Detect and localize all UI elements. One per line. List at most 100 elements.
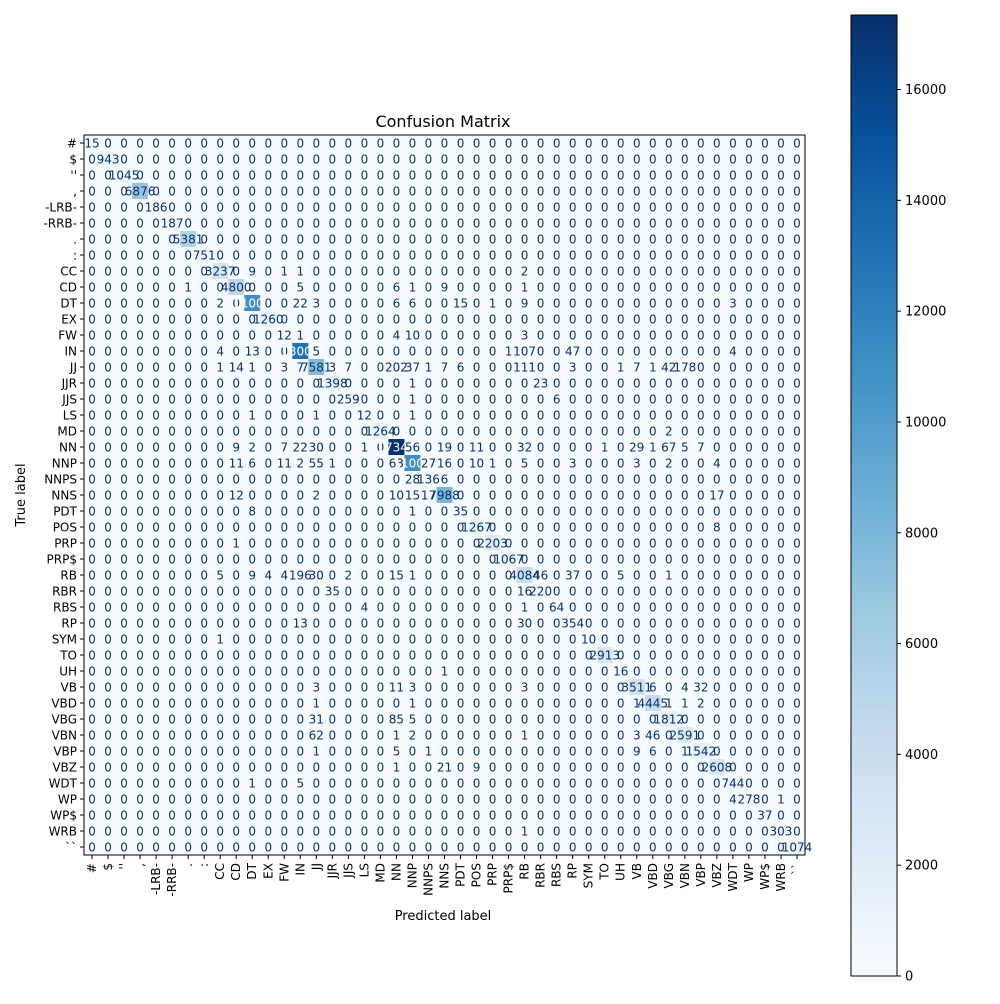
cell-value-label: 0 [505, 809, 513, 823]
cell-value-label: 0 [329, 345, 337, 359]
cell-value-label: 0 [361, 473, 369, 487]
cell-value-label: 0 [777, 185, 785, 199]
heatmap-cell [260, 311, 277, 328]
x-tick-label: `` [790, 863, 804, 875]
heatmap-cell [372, 183, 389, 200]
cell-value-label: 0 [441, 233, 449, 247]
cell-value-label: 0 [745, 681, 753, 695]
cell-value-label: 0 [585, 361, 593, 375]
cell-value-label: 0 [617, 153, 625, 167]
cell-value-label: 0 [296, 681, 304, 695]
heatmap-cell [500, 263, 517, 280]
y-tick-label: FW [58, 329, 77, 343]
cell-value-label: 0 [681, 185, 689, 199]
heatmap-cell [788, 295, 806, 312]
heatmap-cell [132, 279, 149, 296]
cell-value-label: 0 [697, 665, 705, 679]
heatmap-cell [724, 151, 742, 168]
cell-value-label: 0 [617, 617, 625, 631]
x-tick-label: NNP [405, 863, 419, 888]
heatmap-cell [756, 279, 774, 296]
cell-value-label: 0 [104, 633, 112, 647]
heatmap-cell [388, 359, 405, 376]
cell-value-label: 0 [537, 409, 545, 423]
heatmap-cell [532, 311, 549, 328]
cell-value-label: 0 [649, 617, 657, 631]
heatmap-cell [676, 327, 694, 344]
cell-value-label: 0 [505, 713, 513, 727]
cell-value-label: 0 [377, 841, 385, 855]
heatmap-cell [148, 375, 165, 392]
heatmap-cell [548, 375, 565, 392]
heatmap-cell [484, 279, 501, 296]
cell-value-label: 1 [521, 825, 529, 839]
cell-value-label: 0 [457, 153, 465, 167]
cell-value-label: 0 [489, 793, 497, 807]
cell-value-label: 0 [793, 297, 801, 311]
cell-value-label: 0 [553, 729, 561, 743]
y-tick-label: WDT [49, 777, 78, 791]
cell-value-label: 0 [633, 329, 641, 343]
cell-value-label: 0 [617, 137, 625, 151]
cell-value-label: 0 [681, 841, 689, 855]
cell-value-label: 0 [184, 457, 192, 471]
cell-value-label: 0 [793, 313, 801, 327]
heatmap-cell [660, 231, 678, 248]
cell-value-label: 0 [393, 793, 401, 807]
cell-value-label: 0 [184, 553, 192, 567]
cell-value-label: 0 [761, 153, 769, 167]
heatmap-cell [244, 215, 261, 232]
heatmap-cell [772, 231, 790, 248]
cell-value-label: 0 [88, 505, 96, 519]
cell-value-label: 0 [280, 537, 288, 551]
cell-value-label: 0 [697, 777, 705, 791]
heatmap-cell [148, 151, 165, 168]
cell-value-label: 0 [601, 633, 609, 647]
heatmap-cell [516, 183, 533, 200]
cell-value-label: 3 [312, 681, 320, 695]
cell-value-label: 0 [713, 825, 721, 839]
cell-value-label: 0 [441, 297, 449, 311]
cell-value-label: 0 [729, 713, 737, 727]
cell-value-label: 0 [505, 361, 513, 375]
cell-value-label: 0 [793, 137, 801, 151]
cell-value-label: 29 [629, 441, 644, 455]
heatmap-cell [628, 263, 646, 280]
cell-value-label: 55 [309, 457, 324, 471]
heatmap-cell [468, 263, 485, 280]
heatmap-cell [132, 183, 149, 200]
cell-value-label: 1 [393, 729, 401, 743]
heatmap-cell [452, 135, 469, 152]
cell-value-label: 0 [120, 681, 128, 695]
cell-value-label: 0 [537, 825, 545, 839]
cell-value-label: 0 [505, 841, 513, 855]
cell-value-label: 0 [409, 761, 417, 775]
cell-value-label: 0 [649, 281, 657, 295]
cell-value-label: 0 [777, 329, 785, 343]
cell-value-label: 0 [200, 281, 208, 295]
heatmap-cell [100, 167, 117, 184]
cell-value-label: 0 [393, 153, 401, 167]
heatmap-cell [788, 263, 806, 280]
cell-value-label: 0 [152, 169, 160, 183]
cell-value-label: 0 [505, 441, 513, 455]
cell-value-label: 0 [649, 169, 657, 183]
cell-value-label: 0 [377, 137, 385, 151]
cell-value-label: 0 [745, 361, 753, 375]
cell-value-label: 0 [200, 617, 208, 631]
heatmap-cell [644, 311, 662, 328]
cell-value-label: 0 [633, 281, 641, 295]
heatmap-cell [180, 311, 197, 328]
cell-value-label: 136 [417, 473, 440, 487]
cell-value-label: 0 [216, 617, 224, 631]
heatmap-cell [708, 135, 726, 152]
cell-value-label: 0 [457, 713, 465, 727]
cell-value-label: 0 [296, 313, 304, 327]
heatmap-cell [84, 135, 101, 152]
cell-value-label: 0 [104, 777, 112, 791]
cell-value-label: 0 [216, 201, 224, 215]
cell-value-label: 0 [665, 617, 673, 631]
cell-value-label: 0 [745, 457, 753, 471]
heatmap-cell [564, 311, 581, 328]
cell-value-label: 0 [184, 649, 192, 663]
